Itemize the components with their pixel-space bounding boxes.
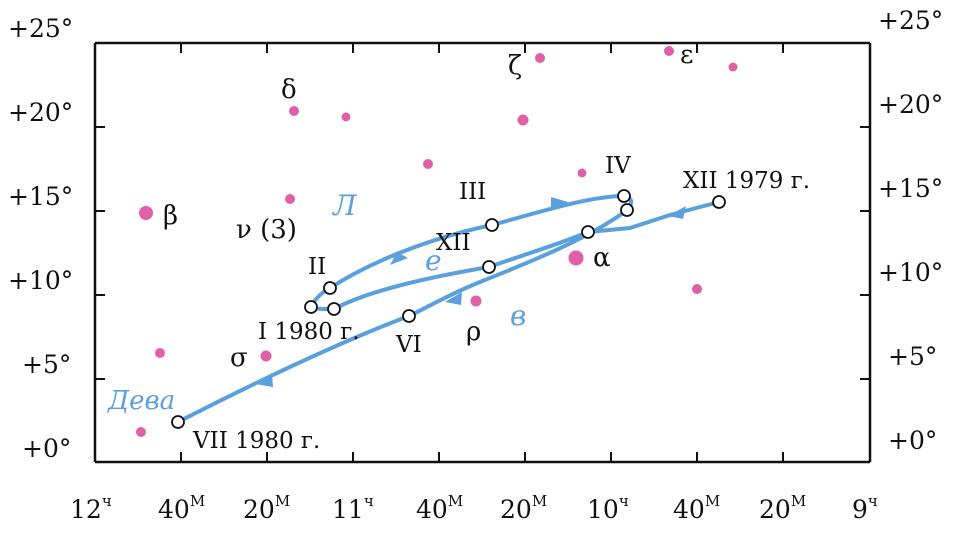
star-labels: δ ζ ε β ν (3) α ρ σ xyxy=(163,40,693,373)
star xyxy=(136,427,146,437)
star xyxy=(577,168,587,178)
path-arrows xyxy=(255,197,686,387)
label-iv: IV xyxy=(605,153,631,179)
x-label-9h: 9ч xyxy=(852,492,878,524)
point xyxy=(620,203,634,217)
path-letter-e: е xyxy=(425,244,442,277)
y-label-right-0: +0° xyxy=(888,426,937,455)
plot-frame xyxy=(93,41,872,464)
y-label-left-10: +10° xyxy=(8,266,73,295)
star xyxy=(341,112,351,122)
arrow-icon xyxy=(668,206,686,219)
label-zeta: ζ xyxy=(508,51,522,81)
path-segment xyxy=(586,200,721,234)
label-nu: ν (3) xyxy=(236,215,297,245)
label-iii: III xyxy=(459,179,486,205)
x-label-40m-3: 40М xyxy=(673,492,720,524)
label-i-1980: I 1980 г. xyxy=(258,319,360,345)
point xyxy=(304,300,318,314)
star-epsilon xyxy=(664,46,674,56)
arrow-icon xyxy=(551,197,568,211)
path-letter-l: Л xyxy=(331,189,357,222)
x-label-40m-1: 40М xyxy=(158,492,205,524)
y-label-right-10: +10° xyxy=(878,258,943,287)
star xyxy=(692,284,702,294)
x-label-10h: 10ч xyxy=(587,492,629,524)
y-label-right-20: +20° xyxy=(878,90,943,119)
path-segment xyxy=(490,194,626,227)
label-ii: II xyxy=(308,254,326,280)
star-zeta xyxy=(535,53,545,63)
label-delta: δ xyxy=(281,75,297,105)
star-alpha xyxy=(568,250,584,266)
point-xii xyxy=(482,260,496,274)
star-nu xyxy=(285,194,295,204)
constellation-labels: Дева Л е в xyxy=(107,189,526,416)
constellation-label: Дева xyxy=(107,386,175,416)
stars xyxy=(136,46,738,437)
label-alpha: α xyxy=(593,243,611,273)
arrow-icon xyxy=(255,373,273,387)
label-xii-1979: XII 1979 г. xyxy=(683,168,810,194)
label-rho: ρ xyxy=(466,317,481,347)
tick-marks xyxy=(94,42,871,463)
label-epsilon: ε xyxy=(680,40,693,70)
point-iii xyxy=(485,218,499,232)
x-axis-labels: 12ч 40М 20М 11ч 40М 20М 10ч 40М 20М 9ч xyxy=(70,492,878,524)
star xyxy=(423,159,433,169)
x-label-20m-1: 20М xyxy=(243,492,290,524)
label-xii: XII xyxy=(436,230,471,256)
arrow-icon xyxy=(390,252,408,265)
label-vi: VI xyxy=(395,332,422,358)
y-label-left-25: +25° xyxy=(8,14,73,43)
x-label-40m-2: 40М xyxy=(416,492,463,524)
star-sigma xyxy=(260,350,272,362)
star-rho xyxy=(470,295,482,307)
path-segment xyxy=(176,314,411,424)
y-axis-labels-right: +25° +20° +15° +10° +5° +0° xyxy=(878,6,943,455)
point-xii-1979 xyxy=(712,195,726,209)
y-label-left-15: +15° xyxy=(8,182,73,211)
path-segment xyxy=(487,230,590,269)
path-points xyxy=(171,189,726,429)
x-label-11h: 11ч xyxy=(332,492,374,524)
star-beta xyxy=(139,206,153,220)
x-label-20m-3: 20М xyxy=(759,492,806,524)
arrow-icon xyxy=(445,292,462,305)
y-label-left-20: +20° xyxy=(8,98,73,127)
star xyxy=(155,348,165,358)
path-labels: XII 1979 г. IV III XII II I 1980 г. VI V… xyxy=(192,153,810,454)
point-iv xyxy=(617,189,631,203)
y-axis-labels-left: +25° +20° +15° +10° +5° +0° xyxy=(8,14,73,463)
x-label-20m-2: 20М xyxy=(500,492,547,524)
path-segment xyxy=(332,265,491,311)
star-delta xyxy=(289,106,299,116)
star xyxy=(517,114,529,126)
x-label-12h: 12ч xyxy=(70,492,112,524)
point-vi xyxy=(402,309,416,323)
label-vii-1980: VII 1980 г. xyxy=(192,428,320,454)
y-label-left-5: +5° xyxy=(22,350,71,379)
label-beta: β xyxy=(163,201,178,231)
point xyxy=(581,225,595,239)
y-label-right-5: +5° xyxy=(888,342,937,371)
path-segment xyxy=(407,280,482,318)
path-segment xyxy=(478,208,629,284)
point-ii xyxy=(323,281,337,295)
point-i-1980 xyxy=(327,302,341,316)
point-vii-1980 xyxy=(171,415,185,429)
label-sigma: σ xyxy=(230,343,248,373)
y-label-left-0: +0° xyxy=(22,434,71,463)
y-label-right-15: +15° xyxy=(878,174,943,203)
star xyxy=(728,62,738,72)
path-segment xyxy=(328,223,494,290)
path-letter-v: в xyxy=(510,299,526,332)
y-label-right-25: +25° xyxy=(878,6,943,35)
